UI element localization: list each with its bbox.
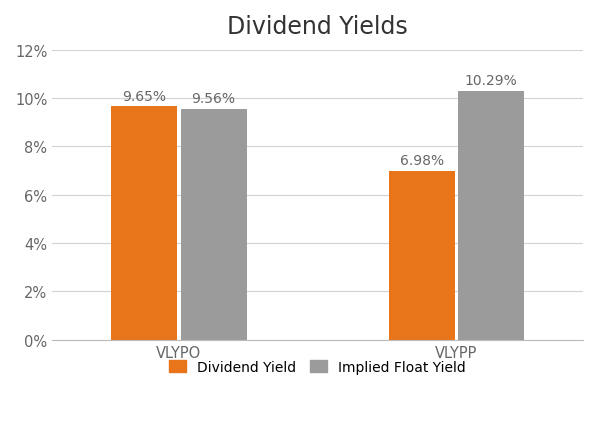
Text: 9.56%: 9.56% (191, 92, 236, 106)
Bar (458, 92, 524, 340)
Bar (111, 107, 177, 340)
Bar (389, 172, 454, 340)
Legend: Dividend Yield, Implied Float Yield: Dividend Yield, Implied Float Yield (164, 354, 471, 379)
Text: 6.98%: 6.98% (399, 154, 444, 168)
Bar (181, 109, 246, 340)
Title: Dividend Yields: Dividend Yields (227, 15, 408, 39)
Text: 10.29%: 10.29% (465, 74, 517, 88)
Text: 9.65%: 9.65% (122, 89, 166, 104)
